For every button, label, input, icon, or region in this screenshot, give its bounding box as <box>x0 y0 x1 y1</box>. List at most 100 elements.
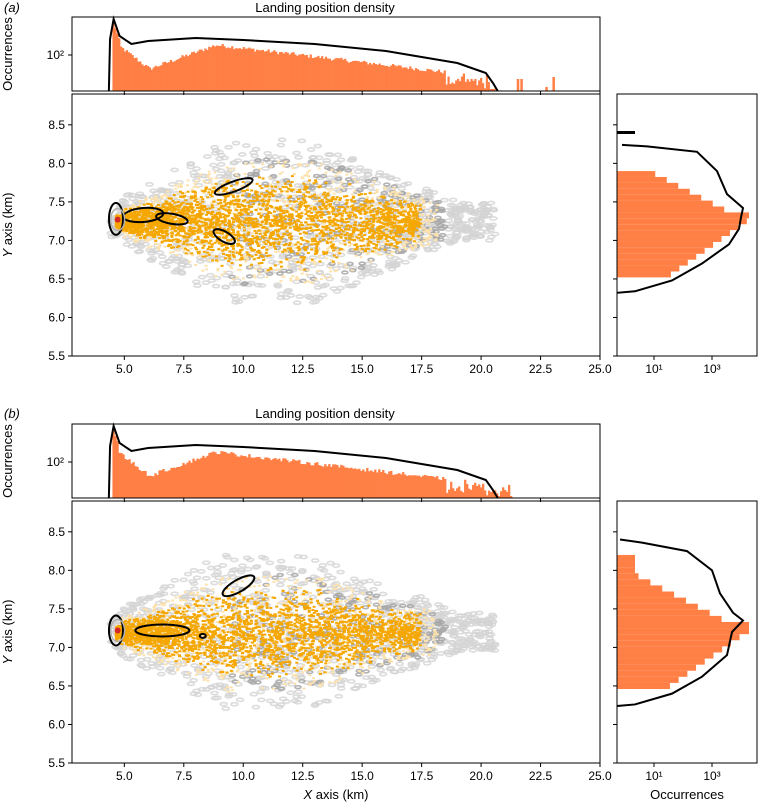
density-light-cell <box>299 259 303 262</box>
density-cell <box>387 216 391 219</box>
density-cell <box>251 235 255 238</box>
light-contour-blob <box>207 278 216 284</box>
density-cell <box>140 216 144 219</box>
density-cell <box>151 234 155 237</box>
density-cell <box>194 246 198 249</box>
density-light-cell <box>294 278 298 281</box>
density-light-cell <box>342 219 346 222</box>
density-cell <box>349 198 353 201</box>
light-contour-blob <box>256 273 265 279</box>
density-light-cell <box>296 163 300 166</box>
density-light-cell <box>166 190 170 193</box>
density-cell <box>225 209 229 212</box>
density-cell <box>413 207 417 210</box>
light-contour-blob <box>240 294 249 300</box>
density-cell <box>231 253 235 256</box>
density-cell <box>297 214 301 217</box>
mid-contour-blob <box>357 265 366 270</box>
density-cell <box>255 195 259 198</box>
density-cell <box>336 219 340 222</box>
density-light-cell <box>432 212 436 215</box>
density-cell <box>185 239 189 242</box>
density-cell <box>328 221 332 224</box>
top-hist-bar <box>401 67 404 91</box>
light-contour-blob <box>400 182 409 188</box>
light-contour-blob <box>471 219 480 224</box>
density-cell <box>413 221 417 224</box>
density-cell <box>126 216 130 219</box>
density-cell <box>395 219 399 222</box>
density-cell <box>399 213 403 216</box>
density-light-cell <box>162 228 166 231</box>
density-light-cell <box>406 193 410 196</box>
density-cell <box>270 206 274 209</box>
density-light-cell <box>414 233 418 236</box>
density-cell <box>324 228 328 231</box>
right-hist-bar <box>617 241 714 248</box>
density-cell <box>171 206 175 209</box>
density-light-cell <box>367 252 371 255</box>
density-cell <box>161 231 165 234</box>
density-cell <box>219 201 223 204</box>
density-cell <box>408 220 412 223</box>
density-cell <box>283 244 287 247</box>
density-cell <box>340 217 344 220</box>
density-cell <box>165 234 169 237</box>
density-light-cell <box>207 244 211 247</box>
density-cell <box>366 238 370 241</box>
density-cell <box>214 259 218 262</box>
density-cell <box>260 255 264 258</box>
density-cell <box>292 225 296 228</box>
mid-contour-blob <box>380 190 389 196</box>
density-cell <box>267 191 271 194</box>
density-cell <box>150 204 154 207</box>
density-cell <box>211 206 215 209</box>
density-light-cell <box>314 242 318 245</box>
density-cell <box>262 246 266 249</box>
density-cell <box>227 260 231 263</box>
density-light-cell <box>216 269 220 272</box>
density-light-cell <box>379 253 383 256</box>
density-cell <box>230 262 234 265</box>
main-ytick-label: 7.5 <box>48 195 65 209</box>
density-cell <box>323 196 327 199</box>
top-hist-bar <box>326 58 330 91</box>
density-cell <box>226 229 230 232</box>
density-cell <box>171 246 175 249</box>
top-hist-bar <box>466 79 469 91</box>
density-cell <box>345 201 349 204</box>
density-light-cell <box>244 163 248 166</box>
density-light-cell <box>422 201 426 204</box>
top-hist-bar <box>177 58 180 91</box>
density-cell <box>180 210 184 213</box>
density-cell <box>338 212 342 215</box>
density-cell <box>409 218 413 221</box>
density-cell <box>238 219 242 222</box>
density-cell <box>405 221 409 224</box>
density-cell <box>223 220 227 223</box>
density-cell <box>151 221 155 224</box>
density-light-cell <box>338 220 342 223</box>
density-cell <box>165 230 169 233</box>
density-cell <box>262 203 266 206</box>
mid-contour-blob <box>434 215 442 220</box>
density-cell <box>309 223 313 226</box>
top-hist-bar <box>130 463 133 498</box>
density-light-cell <box>292 173 296 176</box>
density-cell <box>326 220 330 223</box>
density-cell <box>296 218 300 221</box>
mid-contour-blob <box>349 268 357 273</box>
density-cell <box>407 229 411 232</box>
top-hist-bar <box>424 71 427 91</box>
density-cell <box>348 183 352 186</box>
density-cell <box>416 218 420 221</box>
light-contour-blob <box>464 226 474 232</box>
density-cell <box>164 207 168 210</box>
density-light-cell <box>162 232 166 235</box>
density-cell <box>218 232 222 235</box>
density-cell <box>399 225 403 228</box>
density-cell <box>385 228 389 231</box>
density-light-cell <box>345 173 349 176</box>
density-cell <box>160 234 164 237</box>
top-hist-bar <box>152 67 155 91</box>
